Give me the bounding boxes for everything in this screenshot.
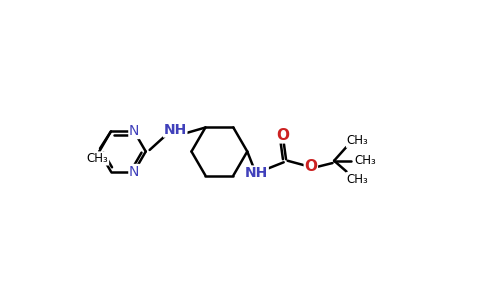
Text: O: O (304, 159, 318, 174)
Text: O: O (276, 128, 289, 143)
Text: NH: NH (245, 166, 268, 180)
Text: N: N (129, 164, 139, 178)
Text: CH₃: CH₃ (347, 134, 368, 147)
Text: N: N (129, 124, 139, 139)
Text: CH₃: CH₃ (87, 152, 108, 165)
Text: NH: NH (164, 123, 187, 137)
Text: CH₃: CH₃ (354, 154, 376, 167)
Text: CH₃: CH₃ (347, 173, 368, 186)
